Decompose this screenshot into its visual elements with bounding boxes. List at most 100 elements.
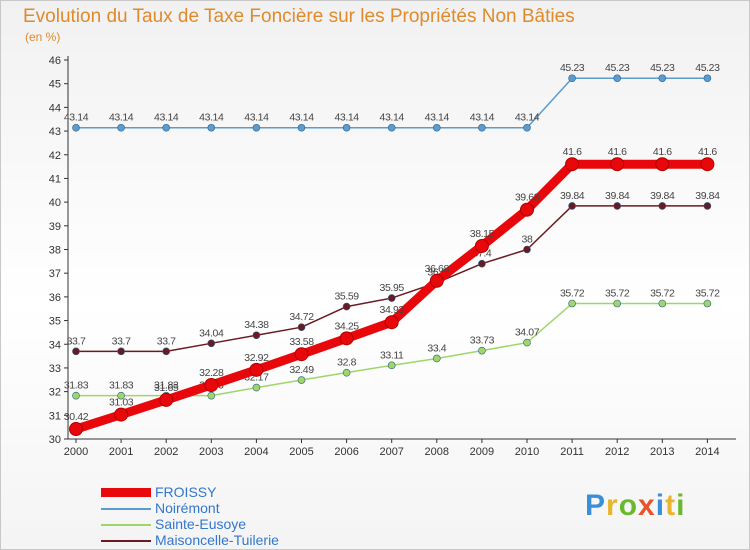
x-tick-label: 2008 xyxy=(425,446,449,458)
data-label-froissy: 32.92 xyxy=(244,352,269,364)
data-point-maisoncelle-tuilerie[interactable] xyxy=(658,202,667,210)
data-point-maisoncelle-tuilerie[interactable] xyxy=(568,202,576,210)
data-point-noiremont[interactable] xyxy=(297,123,306,132)
data-point-noiremont[interactable] xyxy=(252,123,261,132)
data-label-maisoncelle-tuilerie: 39.84 xyxy=(605,190,630,202)
x-tick-label: 2011 xyxy=(560,446,584,458)
data-point-sainte-eusoye[interactable] xyxy=(207,391,216,400)
data-point-maisoncelle-tuilerie[interactable] xyxy=(342,302,351,311)
data-label-maisoncelle-tuilerie: 34.38 xyxy=(244,319,269,331)
data-point-froissy[interactable] xyxy=(700,157,715,172)
y-tick-label: 33 xyxy=(49,363,61,375)
data-point-maisoncelle-tuilerie[interactable] xyxy=(387,294,396,302)
data-point-sainte-eusoye[interactable] xyxy=(523,338,531,347)
y-tick-label: 46 xyxy=(49,55,61,67)
data-label-froissy: 39.68 xyxy=(515,192,540,204)
data-point-maisoncelle-tuilerie[interactable] xyxy=(703,202,712,210)
data-point-noiremont[interactable] xyxy=(658,74,667,83)
data-point-noiremont[interactable] xyxy=(613,74,622,83)
x-tick-label: 2002 xyxy=(154,446,178,458)
data-label-noiremont: 43.14 xyxy=(154,112,179,124)
data-point-froissy[interactable] xyxy=(159,392,174,407)
data-point-noiremont[interactable] xyxy=(162,123,170,132)
y-tick-label: 45 xyxy=(49,79,61,91)
data-point-sainte-eusoye[interactable] xyxy=(658,299,667,308)
data-point-froissy[interactable] xyxy=(474,238,489,253)
x-tick-label: 2004 xyxy=(244,446,268,458)
data-point-noiremont[interactable] xyxy=(207,123,216,132)
data-label-noiremont: 43.14 xyxy=(109,112,134,124)
y-tick-label: 36 xyxy=(49,292,61,304)
data-point-maisoncelle-tuilerie[interactable] xyxy=(252,331,261,340)
legend-swatch-maisoncelle-tuilerie xyxy=(101,540,151,542)
data-point-sainte-eusoye[interactable] xyxy=(342,368,351,377)
data-point-sainte-eusoye[interactable] xyxy=(252,383,261,392)
data-point-froissy[interactable] xyxy=(204,377,219,392)
data-point-maisoncelle-tuilerie[interactable] xyxy=(297,323,306,331)
data-point-sainte-eusoye[interactable] xyxy=(72,391,80,400)
legend-swatch-froissy xyxy=(101,488,151,497)
legend-label-noiremont: Noirémont xyxy=(155,500,220,516)
data-point-noiremont[interactable] xyxy=(432,123,441,132)
data-point-maisoncelle-tuilerie[interactable] xyxy=(523,245,531,254)
data-label-sainte-eusoye: 31.83 xyxy=(64,380,89,392)
data-point-noiremont[interactable] xyxy=(478,123,486,132)
data-point-sainte-eusoye[interactable] xyxy=(703,299,712,308)
data-point-maisoncelle-tuilerie[interactable] xyxy=(117,347,125,356)
data-label-noiremont: 43.14 xyxy=(244,112,269,124)
data-point-sainte-eusoye[interactable] xyxy=(297,376,306,384)
data-point-maisoncelle-tuilerie[interactable] xyxy=(207,339,216,348)
data-point-froissy[interactable] xyxy=(294,347,309,362)
data-point-froissy[interactable] xyxy=(69,422,83,437)
data-label-froissy: 32.28 xyxy=(199,367,224,379)
data-point-froissy[interactable] xyxy=(249,362,264,377)
data-point-froissy[interactable] xyxy=(565,157,580,172)
data-point-noiremont[interactable] xyxy=(342,123,351,132)
data-point-sainte-eusoye[interactable] xyxy=(387,361,396,370)
data-point-noiremont[interactable] xyxy=(568,74,576,83)
data-label-froissy: 31.03 xyxy=(109,397,134,409)
legend-label-maisoncelle-tuilerie: Maisoncelle-Tuilerie xyxy=(155,532,279,548)
data-point-froissy[interactable] xyxy=(520,202,534,217)
data-point-froissy[interactable] xyxy=(339,331,354,346)
legend-swatch-noiremont xyxy=(101,508,151,510)
data-point-froissy[interactable] xyxy=(384,315,399,330)
data-point-sainte-eusoye[interactable] xyxy=(432,354,441,363)
data-point-maisoncelle-tuilerie[interactable] xyxy=(478,259,486,268)
data-point-noiremont[interactable] xyxy=(72,123,80,132)
data-point-froissy[interactable] xyxy=(429,273,444,288)
data-label-maisoncelle-tuilerie: 35.59 xyxy=(334,291,359,303)
y-tick-label: 31 xyxy=(49,410,61,422)
data-point-froissy[interactable] xyxy=(655,157,670,172)
data-point-froissy[interactable] xyxy=(114,407,129,422)
data-point-noiremont[interactable] xyxy=(117,123,125,132)
data-point-froissy[interactable] xyxy=(610,157,625,172)
data-label-maisoncelle-tuilerie: 39.84 xyxy=(695,190,720,202)
series-froissy: 30.42 31.03 31.65 32.28 32.92 33.58 34.25 34.93… xyxy=(64,146,718,437)
data-point-maisoncelle-tuilerie[interactable] xyxy=(613,202,622,210)
data-point-sainte-eusoye[interactable] xyxy=(478,346,486,355)
data-point-noiremont[interactable] xyxy=(387,123,396,132)
data-point-noiremont[interactable] xyxy=(523,123,531,132)
data-label-noiremont: 43.14 xyxy=(380,112,405,124)
data-label-sainte-eusoye: 33.4 xyxy=(427,342,446,354)
data-point-sainte-eusoye[interactable] xyxy=(568,299,576,308)
data-point-sainte-eusoye[interactable] xyxy=(117,391,125,400)
data-label-maisoncelle-tuilerie: 35.95 xyxy=(380,282,405,294)
legend-label-sainte-eusoye: Sainte-Eusoye xyxy=(155,516,247,532)
data-label-noiremont: 43.14 xyxy=(515,112,540,124)
data-point-maisoncelle-tuilerie[interactable] xyxy=(162,347,170,356)
data-label-froissy: 41.6 xyxy=(563,146,582,158)
series-sainte-eusoye: 31.8331.8331.8331.8332.1732.4932.833.113… xyxy=(64,288,720,400)
y-tick-label: 34 xyxy=(49,339,61,351)
data-point-noiremont[interactable] xyxy=(703,74,712,83)
data-label-froissy: 34.25 xyxy=(334,320,359,332)
data-label-sainte-eusoye: 35.72 xyxy=(695,288,720,300)
data-point-maisoncelle-tuilerie[interactable] xyxy=(72,347,80,356)
data-point-sainte-eusoye[interactable] xyxy=(613,299,622,308)
data-label-noiremont: 45.23 xyxy=(650,62,675,74)
legend-label-froissy: FROISSY xyxy=(155,484,217,500)
y-tick-label: 42 xyxy=(49,150,61,162)
y-tick-label: 37 xyxy=(49,268,61,280)
